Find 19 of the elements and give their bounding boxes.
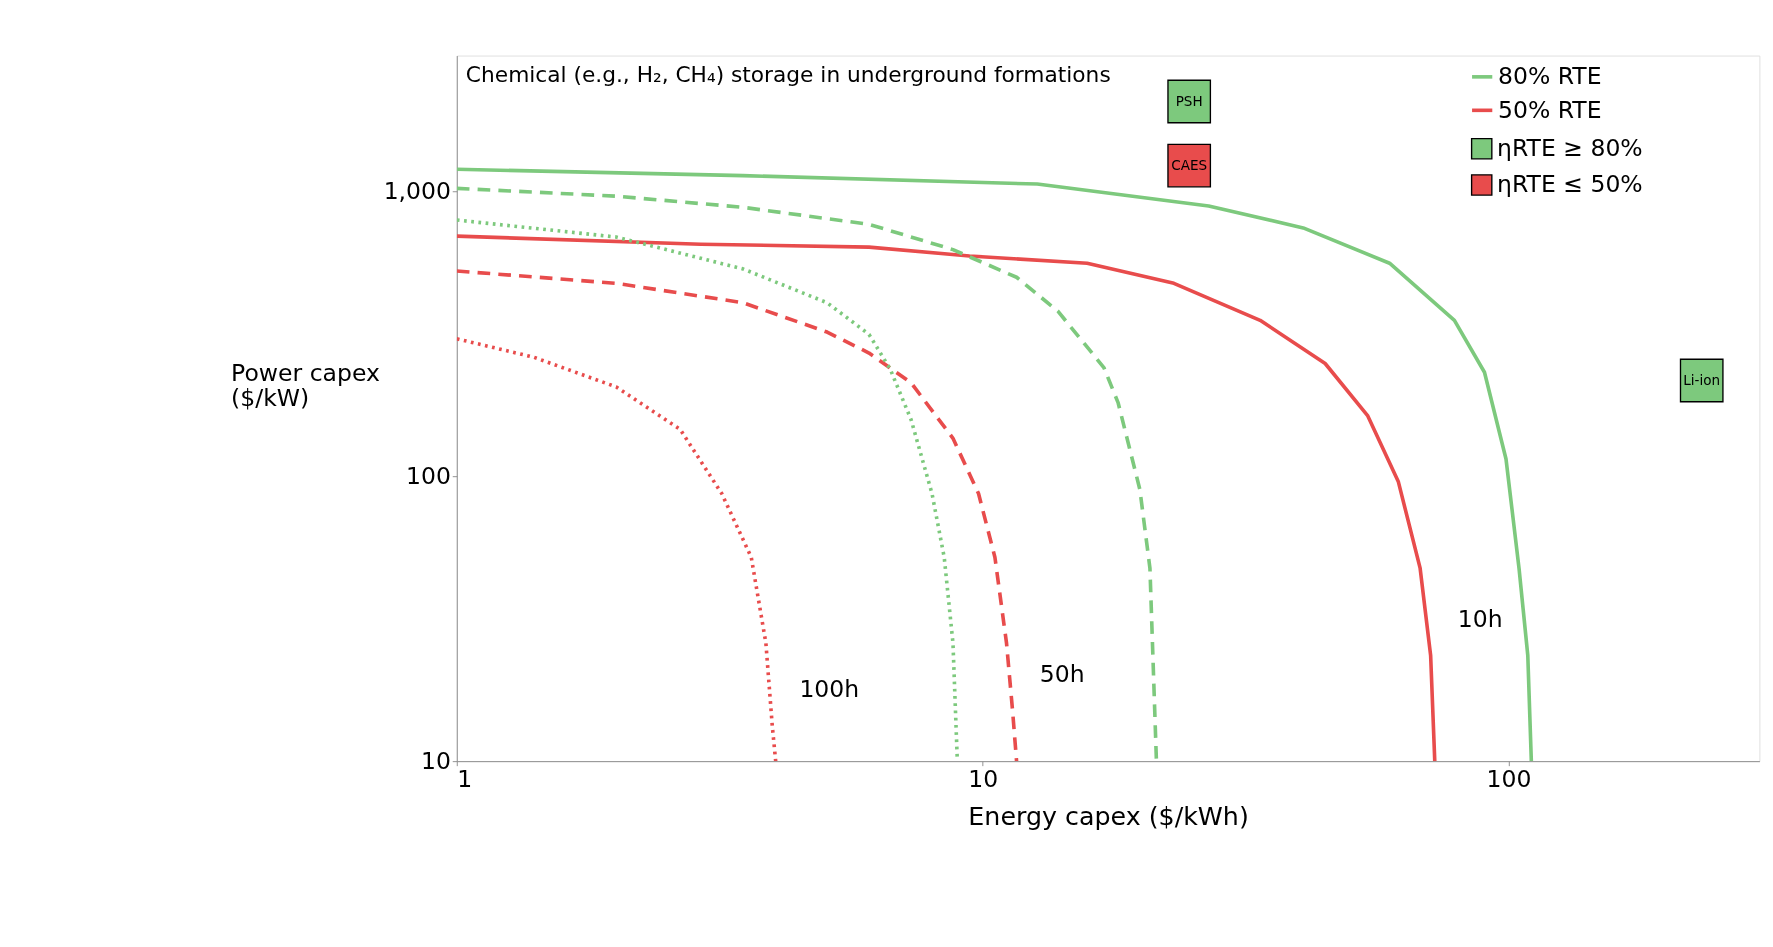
x-tick-label: 1 bbox=[457, 764, 473, 793]
x-tick-label: 10 bbox=[968, 764, 999, 793]
legend-label: ηRTE ≥ 80% bbox=[1497, 134, 1643, 163]
y-tick-label: 100 bbox=[406, 462, 451, 491]
annotation: 100h bbox=[799, 674, 860, 703]
y-tick-label: 10 bbox=[421, 746, 451, 775]
annotation: 50h bbox=[1039, 660, 1085, 689]
annotation: Chemical (e.g., H₂, CH₄) storage in underground formations bbox=[465, 61, 1111, 87]
x-axis-title: Energy capex ($/kWh) bbox=[968, 800, 1249, 831]
annotation: Li-ion bbox=[1683, 372, 1721, 389]
annotation: 10h bbox=[1457, 604, 1503, 633]
legend-label: ηRTE ≤ 50% bbox=[1497, 170, 1643, 199]
legend-label: 50% RTE bbox=[1498, 95, 1602, 124]
x-tick-label: 100 bbox=[1486, 764, 1532, 793]
y-tick-label: 1,000 bbox=[383, 177, 451, 206]
annotation: CAES bbox=[1171, 157, 1208, 174]
annotation: PSH bbox=[1175, 93, 1203, 110]
legend-label: 80% RTE bbox=[1498, 62, 1602, 91]
y-axis-title: Power capex ($/kW) bbox=[231, 358, 380, 413]
